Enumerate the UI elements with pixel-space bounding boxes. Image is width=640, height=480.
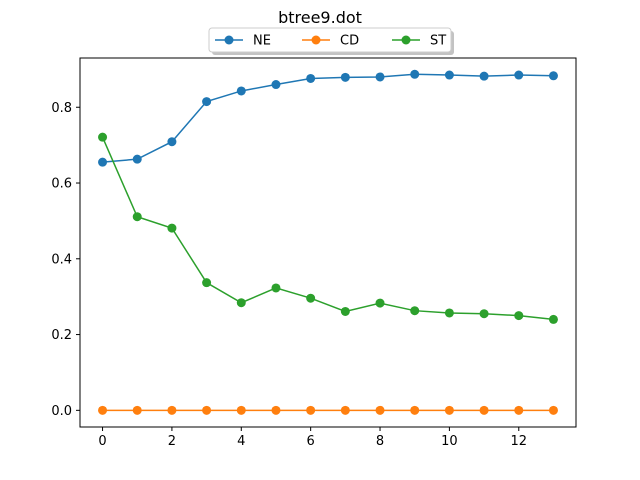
plot-frame xyxy=(79,57,577,428)
data-point-cd xyxy=(340,405,350,415)
data-point-ne xyxy=(271,80,281,90)
data-point-ne xyxy=(340,72,350,82)
data-point-ne xyxy=(98,157,108,167)
data-point-cd xyxy=(444,405,454,415)
y-tick-label: 0.8 xyxy=(51,101,72,116)
data-point-st xyxy=(548,314,558,324)
data-point-st xyxy=(340,306,350,316)
x-tick-label: 10 xyxy=(441,434,458,449)
legend-marker-ne xyxy=(224,35,234,45)
data-point-st xyxy=(444,308,454,318)
data-point-ne xyxy=(444,70,454,80)
legend-marker-st xyxy=(401,35,411,45)
x-tick-label: 0 xyxy=(98,434,106,449)
data-point-ne xyxy=(410,69,420,79)
data-point-st xyxy=(236,298,246,308)
data-point-st xyxy=(514,311,524,321)
data-point-st xyxy=(306,293,316,303)
data-point-st xyxy=(132,212,142,222)
data-point-ne xyxy=(375,72,385,82)
x-tick-label: 8 xyxy=(376,434,384,449)
x-axis: 0 2 4 6 8 10 12 xyxy=(98,427,527,449)
data-point-st xyxy=(479,309,489,319)
x-tick-label: 12 xyxy=(510,434,527,449)
data-point-cd xyxy=(306,405,316,415)
data-point-cd xyxy=(132,405,142,415)
y-tick-label: 0.4 xyxy=(51,252,72,267)
data-point-st xyxy=(98,132,108,142)
data-point-ne xyxy=(236,86,246,96)
data-point-ne xyxy=(202,97,212,107)
data-point-ne xyxy=(548,71,558,81)
y-tick-label: 0.0 xyxy=(51,404,72,419)
legend-marker-cd xyxy=(311,35,321,45)
data-point-cd xyxy=(479,405,489,415)
data-point-ne xyxy=(306,73,316,83)
x-tick-label: 2 xyxy=(168,434,176,449)
data-point-cd xyxy=(202,405,212,415)
x-tick-label: 4 xyxy=(237,434,245,449)
y-tick-label: 0.6 xyxy=(51,177,72,192)
data-point-cd xyxy=(236,405,246,415)
series-line-st xyxy=(101,136,554,321)
data-point-cd xyxy=(514,405,524,415)
data-point-cd xyxy=(410,405,420,415)
data-point-st xyxy=(271,283,281,293)
data-point-ne xyxy=(514,70,524,80)
data-point-st xyxy=(375,298,385,308)
x-tick-label: 6 xyxy=(307,434,315,449)
series-layer xyxy=(98,69,558,415)
y-tick-label: 0.2 xyxy=(51,328,72,343)
data-point-ne xyxy=(167,137,177,147)
legend-label-st: ST xyxy=(430,34,446,49)
legend: NE CD ST xyxy=(208,27,454,55)
data-point-ne xyxy=(479,71,489,81)
data-point-cd xyxy=(271,405,281,415)
data-point-ne xyxy=(132,154,142,164)
data-point-st xyxy=(167,223,177,233)
data-point-cd xyxy=(548,405,558,415)
legend-label-ne: NE xyxy=(253,34,271,49)
chart-title: btree9.dot xyxy=(278,8,362,27)
y-axis: 0.0 0.2 0.4 0.6 0.8 xyxy=(51,101,80,419)
data-point-st xyxy=(410,306,420,316)
series-line-ne xyxy=(102,73,554,163)
data-point-cd xyxy=(167,405,177,415)
data-point-cd xyxy=(375,405,385,415)
data-point-cd xyxy=(98,405,108,415)
legend-label-cd: CD xyxy=(340,34,359,49)
data-point-st xyxy=(202,278,212,288)
